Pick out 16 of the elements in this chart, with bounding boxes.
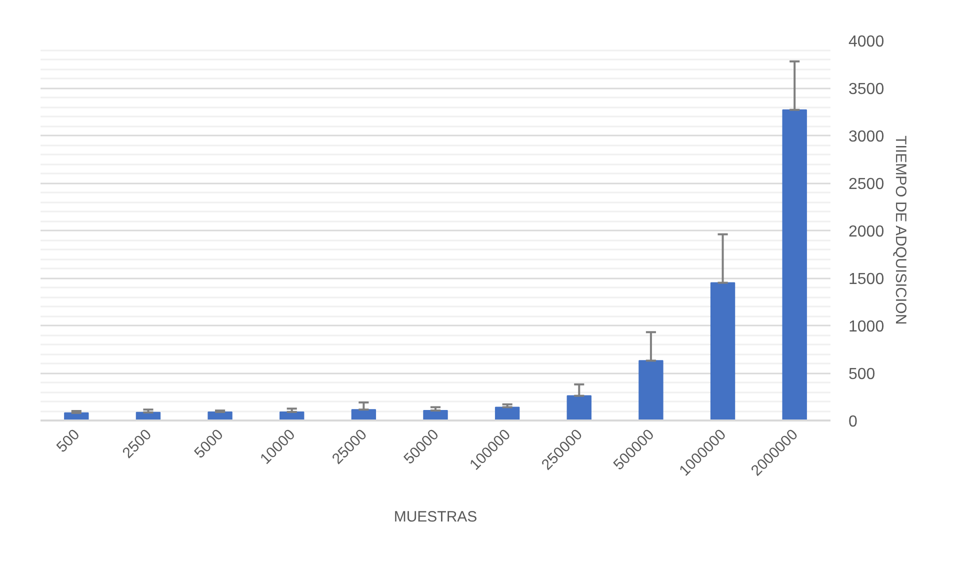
y-tick-label: 3500 [848, 81, 884, 98]
y-tick-label: 2000 [848, 224, 884, 240]
y-tick-label: 500 [848, 366, 876, 383]
y-tick-label: 4000 [848, 34, 884, 50]
y-axis-title: TIIEMPO DE ADQUISICION [892, 135, 910, 325]
y-tick-label: 1500 [848, 271, 884, 288]
bar [638, 360, 664, 420]
bar [782, 109, 807, 420]
bar [566, 395, 592, 420]
x-axis-title: MUESTRAS [394, 508, 478, 526]
y-tick-label: 3000 [848, 128, 884, 146]
y-tick-label: 2500 [848, 176, 884, 193]
y-tick-label: 0 [848, 414, 858, 430]
bar [710, 282, 736, 420]
x-tick-label: 500 [53, 426, 84, 456]
y-tick-label: 1000 [848, 318, 884, 336]
